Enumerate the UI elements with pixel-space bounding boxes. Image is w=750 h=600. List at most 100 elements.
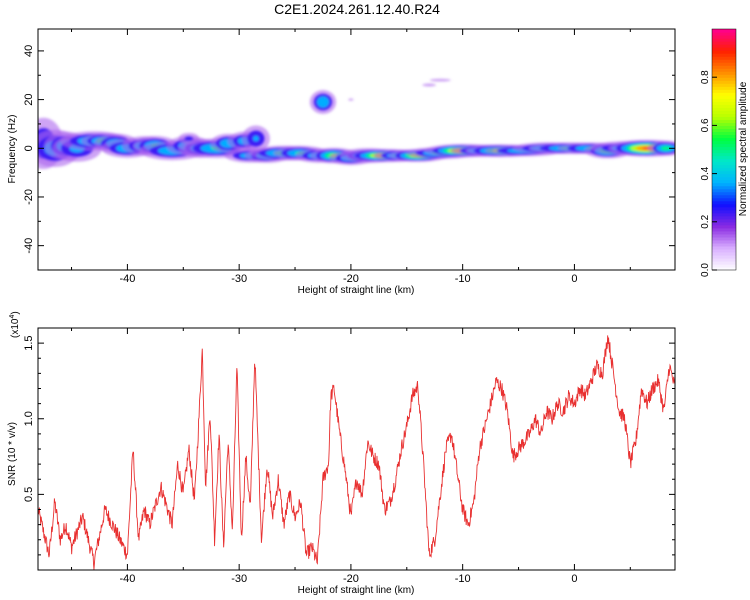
heatmap-x-tick-label: -10 (455, 273, 471, 285)
colorbar-segment (712, 122, 736, 126)
heatmap-y-tick-label: -20 (23, 189, 35, 205)
colorbar-segment (712, 125, 736, 130)
colorbar-gradient (712, 29, 736, 271)
heatmap-blob (178, 132, 200, 145)
snr-y-scale-factor: (x104) (9, 311, 21, 338)
heatmap-blob (348, 98, 354, 101)
colorbar-segment (712, 170, 736, 175)
colorbar-segment (712, 203, 736, 208)
colorbar-segment (712, 152, 736, 157)
colorbar-segment (712, 137, 736, 142)
colorbar-segment (712, 266, 736, 271)
colorbar-segment (712, 224, 736, 229)
colorbar-segment (712, 86, 736, 90)
colorbar-segment (712, 227, 736, 232)
colorbar-segment (712, 101, 736, 105)
snr-y-scale-suffix: ) (10, 311, 21, 314)
colorbar-segment (712, 221, 736, 226)
colorbar-segment (712, 167, 736, 172)
colorbar-segment (712, 194, 736, 199)
snr-y-tick-label: 1.0 (23, 411, 35, 426)
colorbar-segment (712, 212, 736, 217)
heatmap-y-tick-label: 40 (23, 45, 35, 57)
colorbar-segment (712, 164, 736, 169)
colorbar-segment (712, 74, 736, 78)
colorbar-segment (712, 188, 736, 193)
colorbar-tick-label: 0.8 (700, 70, 711, 84)
colorbar-segment (712, 263, 736, 268)
colorbar-segment (712, 53, 736, 57)
colorbar-segment (712, 62, 736, 66)
colorbar-segment (712, 71, 736, 75)
snr-plot-area (38, 328, 675, 570)
snr-x-tick-label: -30 (231, 573, 247, 585)
colorbar-tick-label: 0.2 (700, 214, 711, 228)
figure-title: C2E1.2024.261.12.40.R24 (274, 1, 440, 17)
colorbar-segment (712, 98, 736, 102)
colorbar-segment (712, 128, 736, 133)
colorbar-segment (712, 35, 736, 39)
heatmap-panel: -40 -30 -20 -10 0 -40 -20 0 20 40 Height of strai… (7, 28, 676, 296)
heatmap-y-tick-label: 0 (23, 145, 35, 151)
colorbar-segment (712, 50, 736, 54)
colorbar-segment (712, 47, 736, 51)
snr-panel: -40 -30 -20 -10 0 0.5 1.0 1.5 Height of straigh… (7, 311, 676, 596)
colorbar-segment (712, 119, 736, 123)
colorbar-segment (712, 29, 736, 33)
colorbar-segment (712, 260, 736, 265)
snr-x-axis-label: Height of straight line (km) (298, 585, 415, 596)
heatmap-blob (647, 140, 675, 156)
heatmap-blob (422, 83, 436, 87)
heatmap-y-tick-label: -40 (23, 238, 35, 254)
heatmap-frame (37, 28, 676, 271)
colorbar-segment (712, 200, 736, 205)
colorbar-segment (712, 44, 736, 48)
heatmap-blobs (38, 78, 675, 170)
colorbar-segment (712, 68, 736, 72)
colorbar-frame (711, 28, 737, 271)
heatmap-blob (429, 78, 451, 82)
colorbar-segment (712, 134, 736, 139)
colorbar-segment (712, 77, 736, 81)
colorbar-segment (712, 89, 736, 93)
colorbar-segment (712, 191, 736, 196)
heatmap-blob (241, 125, 270, 152)
snr-x-tick-label: -20 (343, 573, 359, 585)
colorbar-segment (712, 158, 736, 163)
colorbar-segment (712, 59, 736, 63)
colorbar-segment (712, 248, 736, 253)
snr-series-line (38, 335, 675, 570)
colorbar-segment (712, 230, 736, 235)
colorbar-segment (712, 206, 736, 211)
snr-y-scale-prefix: (x10 (10, 318, 21, 338)
colorbar-segment (712, 197, 736, 202)
colorbar-segment (712, 116, 736, 120)
colorbar-segment (712, 131, 736, 136)
colorbar-segment (712, 179, 736, 184)
colorbar-segment (712, 110, 736, 114)
colorbar-segment (712, 242, 736, 247)
colorbar-tick-label: 0.6 (700, 118, 711, 132)
colorbar-segment (712, 56, 736, 60)
snr-y-scale-exponent: 4 (9, 315, 16, 319)
heatmap-x-tick-label: -30 (231, 273, 247, 285)
colorbar-segment (712, 257, 736, 262)
snr-y-axis-label: SNR (10 * v/v) (7, 422, 18, 486)
heatmap-ticks: -40 -30 -20 -10 0 -40 -20 0 20 40 (23, 29, 675, 285)
snr-y-tick-label: 0.5 (23, 487, 35, 502)
heatmap-y-tick-label: 20 (23, 93, 35, 105)
colorbar-segment (712, 107, 736, 111)
colorbar-segment (712, 32, 736, 36)
colorbar-segment (712, 41, 736, 45)
colorbar-segment (712, 80, 736, 84)
colorbar-ticks: 0.0 0.2 0.4 0.6 0.8 (700, 70, 717, 277)
colorbar-segment (712, 140, 736, 145)
colorbar-label: Normalized spectral amplitude (738, 81, 749, 216)
colorbar-segment (712, 176, 736, 181)
snr-x-tick-label: -10 (455, 573, 471, 585)
colorbar-segment (712, 245, 736, 250)
colorbar-segment (712, 209, 736, 214)
heatmap-x-tick-label: 0 (571, 273, 577, 285)
snr-x-tick-label: 0 (571, 573, 577, 585)
